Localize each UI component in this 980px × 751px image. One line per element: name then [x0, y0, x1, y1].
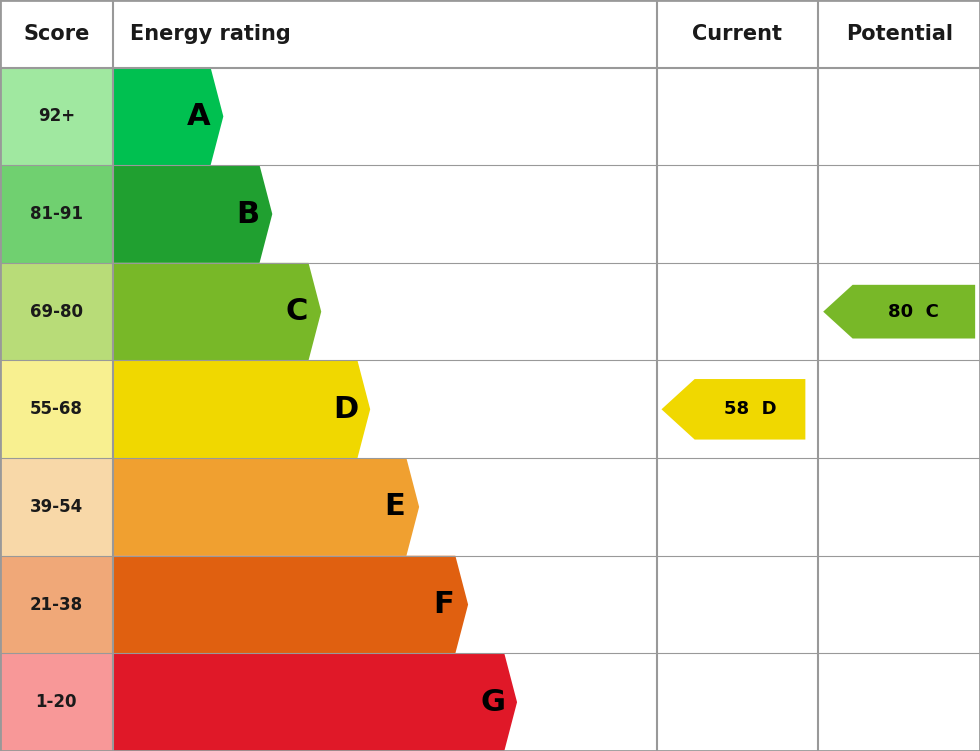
- Bar: [0, 653, 113, 751]
- Polygon shape: [113, 556, 468, 653]
- Bar: [818, 263, 980, 360]
- Polygon shape: [662, 379, 806, 439]
- Text: Current: Current: [693, 24, 782, 44]
- Text: 81-91: 81-91: [29, 205, 83, 223]
- Bar: [657, 263, 818, 360]
- Text: 69-80: 69-80: [29, 303, 83, 321]
- Text: C: C: [285, 297, 308, 326]
- Text: E: E: [384, 493, 405, 521]
- Polygon shape: [823, 285, 975, 339]
- Polygon shape: [113, 165, 272, 263]
- Bar: [657, 458, 818, 556]
- Bar: [657, 360, 818, 458]
- Text: B: B: [236, 200, 260, 228]
- Text: 92+: 92+: [38, 107, 74, 125]
- Bar: [0, 360, 113, 458]
- Bar: [0, 458, 113, 556]
- Polygon shape: [113, 653, 517, 751]
- Polygon shape: [113, 263, 321, 360]
- Text: 80  C: 80 C: [889, 303, 939, 321]
- Bar: [818, 458, 980, 556]
- Text: 21-38: 21-38: [29, 596, 83, 614]
- Text: 55-68: 55-68: [30, 400, 82, 418]
- Bar: [0, 0, 980, 68]
- Bar: [657, 165, 818, 263]
- Bar: [0, 556, 113, 653]
- Bar: [0, 68, 113, 165]
- Text: 58  D: 58 D: [723, 400, 776, 418]
- Text: Score: Score: [24, 24, 89, 44]
- Bar: [657, 556, 818, 653]
- Text: 1-20: 1-20: [35, 693, 77, 711]
- Polygon shape: [113, 458, 419, 556]
- Bar: [818, 165, 980, 263]
- Text: D: D: [333, 395, 359, 424]
- Text: 39-54: 39-54: [29, 498, 83, 516]
- Bar: [0, 263, 113, 360]
- Text: G: G: [480, 688, 505, 716]
- Bar: [818, 68, 980, 165]
- Polygon shape: [113, 360, 370, 458]
- Bar: [818, 556, 980, 653]
- Bar: [0, 165, 113, 263]
- Bar: [818, 360, 980, 458]
- Bar: [657, 653, 818, 751]
- Text: Energy rating: Energy rating: [130, 24, 291, 44]
- Text: Potential: Potential: [846, 24, 953, 44]
- Bar: [657, 68, 818, 165]
- Polygon shape: [113, 68, 223, 165]
- Bar: [818, 653, 980, 751]
- Text: F: F: [433, 590, 454, 619]
- Text: A: A: [187, 102, 211, 131]
